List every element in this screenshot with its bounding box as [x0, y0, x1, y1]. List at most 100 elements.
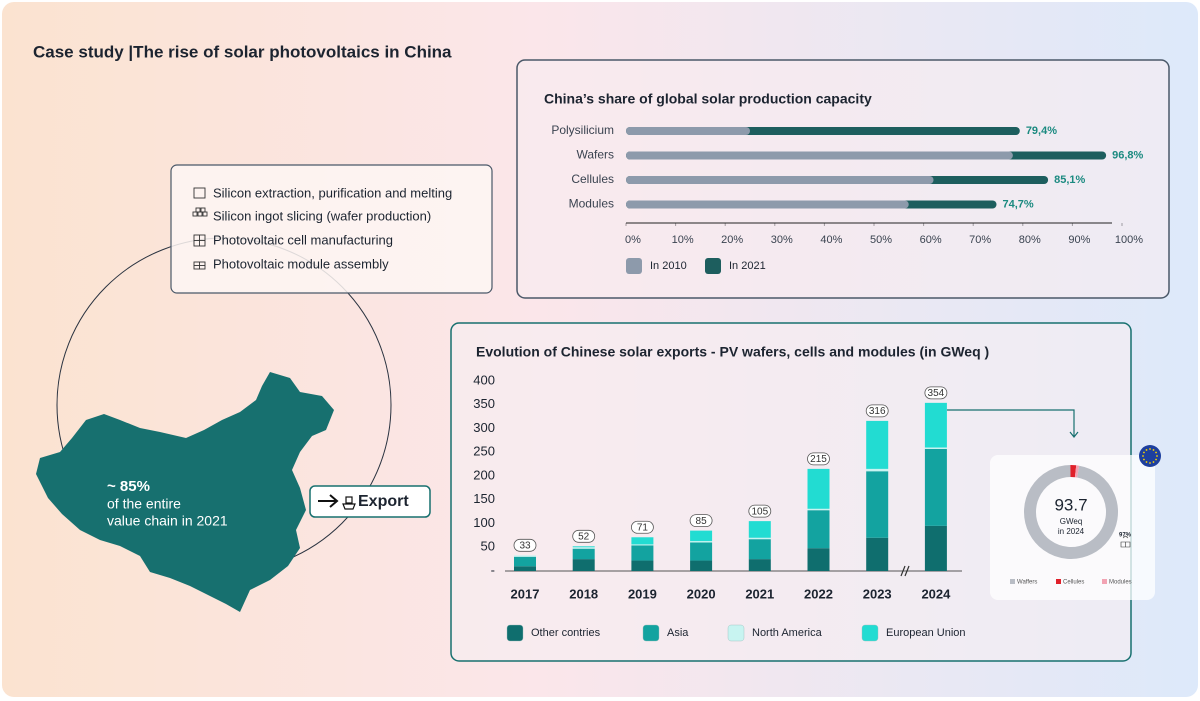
bar-segment: [866, 420, 889, 469]
export-label: Export: [358, 493, 409, 510]
bar-segment: [924, 402, 947, 448]
y-tick-label: 250: [473, 444, 495, 459]
bar-segment: [748, 539, 771, 560]
share-caption: of the entire: [107, 496, 181, 512]
bar-segment: [690, 560, 713, 571]
total-label: 316: [869, 406, 886, 417]
eu-star: [1149, 462, 1151, 464]
legend-swatch: [861, 624, 879, 642]
donut-value-label: 97%: [1119, 533, 1132, 539]
eu-star: [1152, 461, 1155, 463]
total-pill: [513, 538, 537, 552]
x-tick-label: 90%: [1068, 234, 1090, 246]
total-pill: [924, 386, 948, 400]
bar-segment: [748, 521, 771, 538]
y-tick-label: 200: [473, 467, 495, 482]
bar-segment: [690, 530, 713, 542]
x-tick-label: 10%: [672, 234, 694, 246]
y-tick-label: -: [491, 562, 495, 577]
total-pill: [807, 452, 830, 466]
donut-segment: [1024, 465, 1118, 559]
total-pill: [748, 504, 772, 518]
chain-step: Photovoltaic cell manufacturing: [213, 232, 393, 247]
bar-segment: [572, 546, 595, 548]
total-pill: [631, 520, 654, 534]
legend-label: Waffers: [1017, 580, 1037, 586]
bar-segment: [924, 447, 947, 449]
china-map: [36, 372, 334, 612]
chain-step: Photovoltaic module assembly: [213, 256, 389, 271]
value-label: 74,7%: [1003, 198, 1034, 210]
x-tick-label: 30%: [771, 234, 793, 246]
chart-title: Evolution of Chinese solar exports - PV …: [476, 344, 989, 360]
bar-segment: [866, 471, 889, 538]
eu-star: [1156, 455, 1158, 457]
bar-segment: [807, 468, 830, 509]
y-tick-label: 350: [473, 396, 495, 411]
x-tick-label: 50%: [870, 234, 892, 246]
category-label: Modules: [569, 197, 614, 211]
x-tick-label: 2021: [745, 586, 774, 601]
bar-segment: [631, 537, 654, 545]
legend-swatch: [1102, 579, 1107, 584]
eu-star: [1155, 458, 1157, 461]
bar-segment: [514, 556, 536, 567]
bar: [626, 127, 750, 135]
total-label: 52: [578, 531, 590, 542]
step-icons: [192, 187, 208, 270]
export-box: [309, 485, 431, 518]
x-tick-label: 70%: [969, 234, 991, 246]
category-label: Polysilicium: [551, 123, 614, 137]
bar-segment: [631, 545, 654, 561]
bar: [626, 200, 909, 209]
x-tick-label: 2022: [804, 586, 833, 601]
legend-label: In 2010: [650, 260, 687, 272]
value-label: 85,1%: [1054, 174, 1085, 186]
x-tick-label: 2020: [687, 586, 716, 601]
bar-segment: [807, 508, 830, 511]
share-caption: value chain in 2021: [107, 513, 228, 529]
legend-label: European Union: [886, 627, 966, 639]
bar-segment: [514, 555, 536, 557]
share-value: ~ 85%: [107, 478, 150, 495]
bar-segment: [690, 542, 713, 561]
category-label: Cellules: [571, 172, 614, 186]
eu-stars: [1142, 448, 1158, 464]
total-pill: [865, 404, 889, 418]
panel-icon: [1120, 535, 1131, 548]
eu-star: [1143, 458, 1145, 461]
donut-value: 93.7: [1054, 495, 1087, 514]
eu-star: [1152, 449, 1155, 451]
bar-segment: [631, 560, 654, 571]
y-tick-label: 400: [473, 372, 495, 387]
bar-segment: [572, 547, 595, 549]
total-label: 71: [637, 522, 649, 533]
value-label: 79,4%: [1026, 125, 1057, 137]
bar-segment: [572, 548, 595, 560]
chain-step: Silicon extraction, purification and mel…: [213, 185, 452, 200]
legend-swatch: [727, 624, 745, 642]
eu-flag: [1139, 445, 1161, 467]
page-title: Case study |The rise of solar photovolta…: [33, 42, 452, 61]
capacity-chart: Polysilicium Wafers Cellules Modules 79,4% 96…: [551, 123, 1144, 274]
bar-segment: [690, 541, 713, 543]
value-label: 96,8%: [1112, 149, 1143, 161]
y-tick-label: 150: [473, 491, 495, 506]
link-arrow: [947, 409, 1079, 438]
x-tick-label: 2019: [628, 586, 657, 601]
x-tick-label: 100%: [1115, 234, 1143, 246]
x-tick-label: 2018: [569, 586, 598, 601]
exports-chart: - 50 100 150 200 250 300 350 400 2017 33 2018 52 2019…: [473, 372, 966, 642]
x-tick-label: 2017: [511, 586, 540, 601]
total-label: 354: [928, 388, 945, 399]
total-label: 215: [810, 454, 827, 465]
bar-segment: [866, 468, 889, 472]
y-tick-label: 50: [481, 539, 495, 554]
legend-swatch: [642, 624, 660, 642]
donut-caption: in 2024: [1058, 527, 1085, 536]
donut-unit: GWeq: [1060, 517, 1083, 526]
x-tick-label: 60%: [920, 234, 942, 246]
eu-star: [1145, 449, 1148, 451]
bar: [626, 151, 1013, 160]
